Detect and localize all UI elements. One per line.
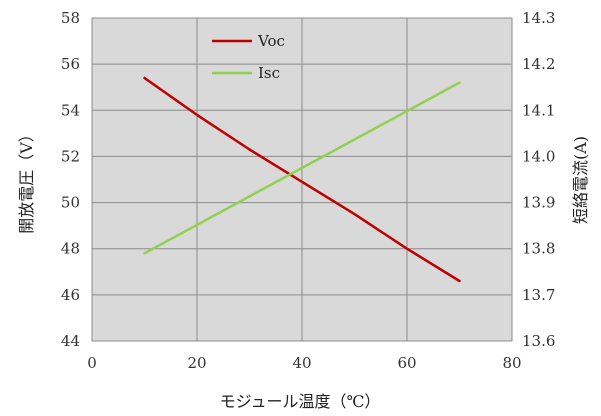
x-tick-label: 60 (397, 354, 416, 372)
right-tick-label: 13.8 (522, 240, 555, 258)
left-tick-label: 50 (61, 194, 80, 212)
left-tick-label: 46 (61, 286, 80, 304)
right-tick-label: 13.9 (522, 194, 555, 212)
right-tick-label: 14.3 (522, 9, 555, 27)
x-tick-labels: 0 20 40 60 80 (87, 354, 521, 372)
left-tick-label: 58 (61, 9, 80, 27)
legend: Voc Isc (212, 32, 285, 82)
right-tick-labels: 13.6 13.7 13.8 13.9 14.0 14.1 14.2 14.3 (522, 9, 555, 350)
left-tick-label: 56 (61, 55, 80, 73)
x-tick-label: 20 (187, 354, 206, 372)
legend-label-voc: Voc (257, 32, 285, 50)
legend-label-isc: Isc (258, 64, 280, 82)
left-axis-title: 開放電圧（V） (17, 126, 36, 234)
left-tick-label: 48 (61, 240, 80, 258)
right-axis-title: 短絡電流(A) (571, 136, 590, 224)
right-tick-label: 14.0 (522, 147, 555, 165)
right-tick-label: 14.2 (522, 55, 555, 73)
series-line-isc (143, 81, 461, 255)
x-tick-label: 40 (292, 354, 311, 372)
series-layer (143, 76, 461, 283)
x-tick-label: 0 (87, 354, 97, 372)
x-tick-label: 80 (502, 354, 521, 372)
grid-lines (91, 17, 513, 342)
x-axis-title: モジュール温度（℃） (220, 392, 381, 411)
right-tick-label: 13.6 (522, 332, 555, 350)
right-tick-label: 14.1 (522, 101, 555, 119)
left-tick-labels: 44 46 48 50 52 54 56 58 (61, 9, 80, 350)
left-tick-label: 44 (61, 332, 80, 350)
left-tick-label: 52 (61, 147, 80, 165)
series-line-voc (143, 76, 461, 283)
right-tick-label: 13.7 (522, 286, 555, 304)
left-tick-label: 54 (61, 101, 80, 119)
